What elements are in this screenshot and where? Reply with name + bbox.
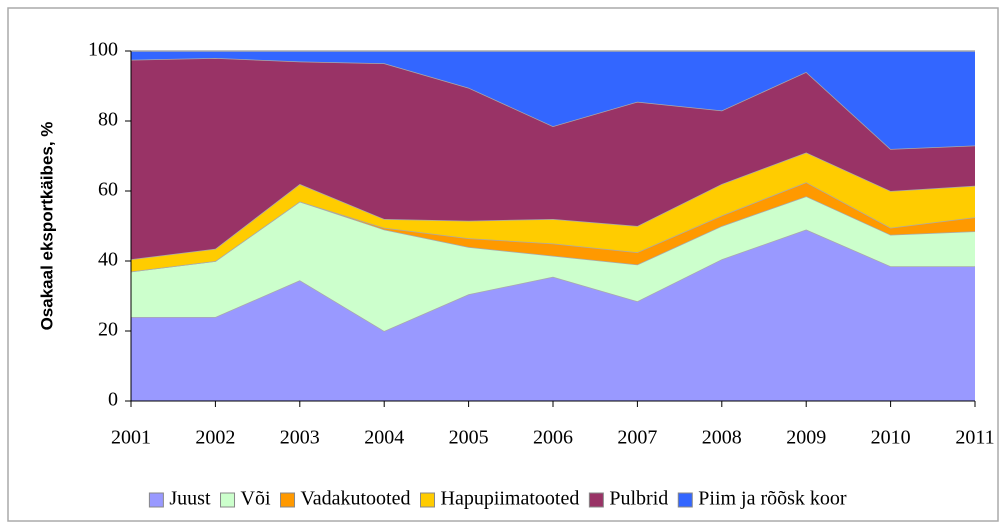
legend-label: Vadakutooted xyxy=(301,488,411,510)
x-tick-label: 2006 xyxy=(533,427,573,449)
x-tick-label: 2002 xyxy=(195,427,235,449)
legend-label: Piim ja rõõsk koor xyxy=(698,488,847,510)
legend-label: Pulbrid xyxy=(609,488,668,510)
area xyxy=(131,58,975,260)
y-tick-label: 80 xyxy=(98,109,118,131)
area xyxy=(131,182,975,272)
legend-swatch xyxy=(588,492,604,508)
area xyxy=(131,229,975,401)
y-tick-label: 100 xyxy=(88,39,118,61)
y-tick-label: 20 xyxy=(98,319,118,341)
x-tick-label: 2009 xyxy=(786,427,826,449)
legend-swatch xyxy=(677,492,693,508)
area xyxy=(131,196,975,331)
y-tick-label: 60 xyxy=(98,179,118,201)
legend-label: Juust xyxy=(169,488,211,510)
x-tick-label: 2003 xyxy=(280,427,320,449)
legend-label: Hapupiimatooted xyxy=(441,488,580,510)
x-tick-label: 2004 xyxy=(364,427,404,449)
x-tick-label: 2008 xyxy=(702,427,742,449)
x-tick-label: 2010 xyxy=(871,427,911,449)
legend-swatch xyxy=(420,492,435,508)
x-tick-label: 2011 xyxy=(955,427,994,449)
y-tick-label: 0 xyxy=(108,389,118,411)
y-tick-label: 40 xyxy=(98,249,118,271)
area xyxy=(131,152,975,272)
x-tick-label: 2001 xyxy=(111,427,151,449)
x-tick-label: 2007 xyxy=(617,427,657,449)
legend-swatch xyxy=(220,492,236,508)
y-axis-title: Osakaal eksportkäibes, % xyxy=(37,122,56,331)
legend-swatch xyxy=(280,492,296,508)
x-tick-label: 2005 xyxy=(449,427,489,449)
legend-label: Või xyxy=(241,488,271,510)
area xyxy=(131,51,975,149)
legend-swatch xyxy=(148,492,164,508)
